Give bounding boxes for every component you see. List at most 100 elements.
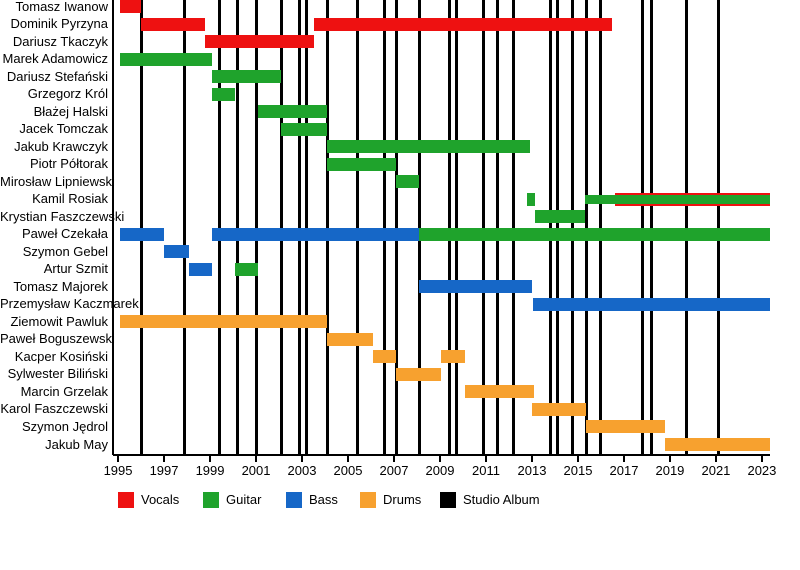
x-axis-tick — [393, 455, 395, 462]
member-name-label: Krystian Faszczewski — [0, 208, 125, 224]
member-period-bar-drums — [531, 402, 587, 416]
x-axis-tick — [347, 455, 350, 462]
legend-swatch-guitar — [203, 492, 219, 508]
x-axis-tick — [301, 455, 304, 462]
legend-swatch-studio-album — [440, 492, 456, 508]
x-axis-tick — [714, 455, 717, 462]
member-name-label: Jakub Krawczyk — [14, 138, 108, 154]
member-name-label: Sylwester Biliński — [7, 366, 108, 382]
member-period-bar-guitar — [419, 227, 770, 241]
x-axis-line — [113, 454, 770, 456]
studio-album-line — [584, 0, 588, 455]
member-period-bar-drums — [665, 438, 770, 451]
member-period-bar-drums — [465, 385, 535, 399]
studio-album-line — [305, 0, 309, 455]
legend-swatch-bass — [286, 492, 302, 508]
studio-album-line — [383, 0, 387, 455]
member-name-label: Paweł Boguszewski — [0, 331, 115, 347]
member-period-bar-guitar — [327, 157, 397, 171]
member-period-bar-guitar — [212, 87, 236, 101]
member-name-label: Mirosław Lipniewski — [0, 173, 115, 189]
member-period-bar-drums — [586, 420, 666, 434]
member-period-bar-guitar — [120, 52, 213, 66]
member-name-label: Karol Faszczewski — [0, 401, 108, 417]
studio-album-line — [482, 0, 486, 455]
x-axis-tick-label: 2015 — [563, 463, 593, 478]
member-name-label: Szymon Jędrol — [22, 418, 108, 434]
plot-area — [112, 0, 770, 455]
member-period-bar-bass — [189, 262, 213, 276]
member-period-bar-bass — [533, 297, 770, 311]
member-period-bar-drums — [396, 367, 442, 381]
member-period-bar-guitar — [235, 262, 259, 276]
plot-left-spine — [112, 0, 114, 455]
x-axis-tick — [484, 455, 487, 462]
studio-album-line — [394, 0, 398, 455]
x-axis-tick-label: 2017 — [609, 463, 639, 478]
member-name-label: Tomasz Majorek — [13, 278, 108, 294]
x-axis-tick — [622, 455, 625, 462]
x-axis-tick-label: 1999 — [195, 463, 225, 478]
member-period-bar-guitar — [535, 210, 585, 224]
member-name-label: Dariusz Stefański — [6, 68, 108, 84]
member-name-label: Paweł Czekała — [22, 226, 108, 242]
studio-album-line — [548, 0, 552, 455]
member-name-label: Ziemowit Pawluk — [10, 313, 108, 329]
studio-album-line — [716, 0, 720, 455]
studio-album-line — [279, 0, 283, 455]
member-name-label: Kacper Kosiński — [14, 348, 108, 364]
studio-album-line — [570, 0, 574, 455]
studio-album-line — [684, 0, 688, 455]
member-period-bar-drums — [441, 350, 466, 364]
studio-album-line — [495, 0, 499, 455]
x-axis-tick-label: 1997 — [149, 463, 179, 478]
studio-album-line — [512, 0, 516, 455]
legend-label: Bass — [309, 492, 338, 507]
studio-album-line — [454, 0, 458, 455]
member-name-label: Piotr Półtorak — [29, 156, 108, 172]
member-name-label: Artur Szmit — [43, 261, 108, 277]
x-axis-tick-label: 2005 — [333, 463, 363, 478]
x-axis-tick-label: 2021 — [701, 463, 731, 478]
member-period-bar-guitar — [584, 194, 770, 204]
legend-label: Drums — [383, 492, 422, 507]
x-axis-tick — [576, 455, 579, 462]
x-axis-tick — [255, 455, 258, 462]
member-period-bar-guitar — [527, 192, 536, 206]
studio-album-line — [236, 0, 240, 455]
member-period-bar-guitar — [396, 175, 420, 189]
member-name-label: Dariusz Tkaczyk — [12, 33, 108, 49]
x-axis-tick-label: 2011 — [472, 463, 500, 478]
member-period-bar-drums — [373, 350, 397, 364]
member-period-bar-bass — [419, 280, 532, 294]
x-axis-tick — [760, 455, 763, 462]
member-name-label: Błażej Halski — [33, 103, 108, 119]
legend-swatch-drums — [360, 492, 376, 508]
x-axis-tick-label: 2007 — [379, 463, 409, 478]
studio-album-line — [139, 0, 143, 455]
x-axis-tick-label: 2001 — [241, 463, 271, 478]
member-name-label: Szymon Gebel — [22, 243, 108, 259]
member-period-bar-guitar — [281, 122, 328, 136]
member-name-label: Tomasz Iwanow — [15, 0, 108, 14]
x-axis-tick — [117, 455, 120, 462]
x-axis-tick — [209, 455, 212, 462]
member-name-label: Marcin Grzelak — [20, 383, 108, 399]
studio-album-line — [650, 0, 654, 455]
member-period-bar-bass — [120, 227, 165, 241]
x-axis-tick-label: 2023 — [747, 463, 777, 478]
member-name-label: Marek Adamowicz — [2, 51, 108, 67]
studio-album-line — [447, 0, 451, 455]
legend-label: Guitar — [226, 492, 262, 507]
x-axis-tick — [439, 455, 441, 462]
studio-album-line — [355, 0, 359, 455]
x-axis-tick — [668, 455, 671, 462]
legend-swatch-vocals — [118, 492, 134, 508]
x-axis-tick — [530, 455, 533, 462]
studio-album-line — [417, 0, 421, 455]
member-name-label: Jakub May — [45, 436, 108, 452]
studio-album-line — [555, 0, 559, 455]
x-axis-tick-label: 2003 — [287, 463, 317, 478]
member-period-bar-drums — [120, 315, 328, 329]
member-period-bar-vocals — [120, 0, 142, 13]
